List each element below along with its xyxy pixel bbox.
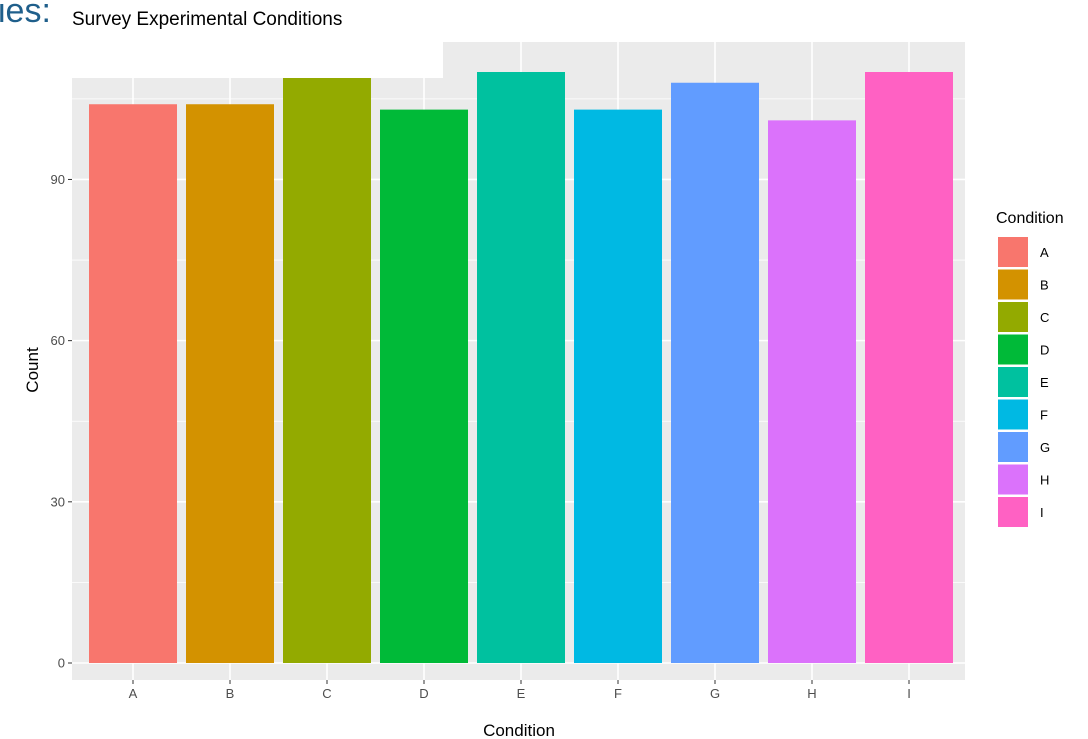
bars xyxy=(89,72,953,664)
legend-label: D xyxy=(1040,343,1049,358)
x-tick-label: A xyxy=(129,686,138,701)
title-backdrop xyxy=(72,42,443,78)
legend-label: C xyxy=(1040,310,1049,325)
legend-label: E xyxy=(1040,375,1049,390)
y-axis-ticks: 0 30 60 90 xyxy=(51,172,72,671)
bar-b xyxy=(186,104,274,663)
legend-label: A xyxy=(1040,245,1049,260)
x-axis-title: Condition xyxy=(483,721,555,739)
legend-label: G xyxy=(1040,440,1050,455)
x-tick-label: E xyxy=(517,686,526,701)
y-axis-title: Count xyxy=(23,347,42,393)
y-tick-label: 0 xyxy=(58,656,65,671)
bar-d xyxy=(380,109,468,664)
x-tick-label: D xyxy=(419,686,428,701)
x-tick-label: H xyxy=(807,686,816,701)
legend-swatch-b xyxy=(998,269,1028,300)
legend-label: B xyxy=(1040,278,1049,293)
legend-swatch-i xyxy=(998,497,1028,527)
legend-swatch-h xyxy=(998,464,1028,495)
bar-f xyxy=(574,109,662,664)
bar-a xyxy=(89,104,177,663)
y-tick-label: 90 xyxy=(51,172,65,187)
bar-e xyxy=(477,72,565,663)
legend-swatch-a xyxy=(998,237,1028,267)
x-tick-label: C xyxy=(322,686,331,701)
x-tick-label: G xyxy=(710,686,720,701)
x-axis-ticks: A B C D E F G H I xyxy=(129,680,911,701)
legend-swatch-e xyxy=(998,367,1028,397)
x-tick-label: B xyxy=(226,686,235,701)
y-tick-label: 60 xyxy=(51,333,65,348)
legend-label: H xyxy=(1040,473,1049,488)
bar-c xyxy=(283,77,371,663)
x-tick-label: F xyxy=(614,686,622,701)
legend-swatch-c xyxy=(998,302,1028,332)
legend-swatch-g xyxy=(998,432,1028,462)
y-tick-label: 30 xyxy=(51,494,65,509)
bar-h xyxy=(768,120,856,663)
legend: Condition A B C D E F G H I xyxy=(996,210,1064,527)
chart-title: Survey Experimental Conditions xyxy=(72,9,342,30)
legend-label: I xyxy=(1040,505,1044,520)
x-tick-label: I xyxy=(907,686,911,701)
bar-i xyxy=(865,72,953,663)
legend-title: Condition xyxy=(996,210,1064,227)
legend-label: F xyxy=(1040,408,1048,423)
cutoff-header-fragment: ies: xyxy=(0,0,51,30)
legend-swatch-f xyxy=(998,399,1028,430)
bar-g xyxy=(671,82,759,663)
legend-swatch-d xyxy=(998,334,1028,365)
